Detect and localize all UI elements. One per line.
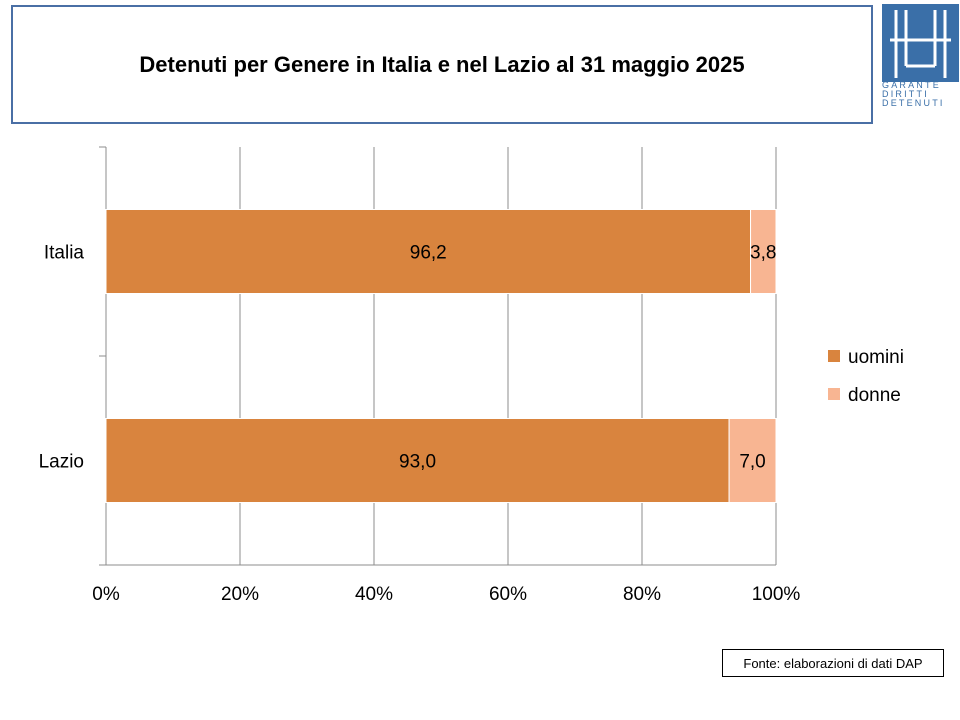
legend-swatch	[828, 350, 840, 362]
x-tick-label: 80%	[623, 584, 661, 605]
x-tick-label: 0%	[92, 584, 120, 605]
bar-donne	[750, 209, 777, 294]
x-tick-label: 40%	[355, 584, 393, 605]
data-label: 7,0	[739, 452, 765, 473]
x-tick-label: 100%	[752, 584, 801, 605]
data-label: 3,8	[750, 243, 776, 264]
garante-logo-icon	[882, 4, 959, 82]
category-label: Italia	[44, 243, 85, 264]
title-box: Detenuti per Genere in Italia e nel Lazi…	[11, 5, 873, 124]
bar-uomini	[105, 209, 752, 294]
legend-label: donne	[848, 385, 901, 406]
logo-line-2: DIRITTI	[882, 89, 929, 99]
legend-label: uomini	[848, 347, 904, 368]
data-label: 93,0	[399, 452, 436, 473]
logo-line-3: DETENUTI	[882, 98, 945, 108]
logo-line-1: GARANTE	[882, 80, 941, 90]
data-label: 96,2	[410, 243, 447, 264]
x-tick-label: 20%	[221, 584, 259, 605]
legend-swatch	[828, 388, 840, 400]
chart-title: Detenuti per Genere in Italia e nel Lazi…	[139, 51, 745, 77]
bar-donne	[728, 418, 777, 503]
x-tick-label: 60%	[489, 584, 527, 605]
source-text: Fonte: elaborazioni di dati DAP	[743, 655, 923, 671]
source-note: Fonte: elaborazioni di dati DAP	[722, 649, 944, 677]
category-label: Lazio	[39, 452, 84, 473]
bar-uomini	[105, 418, 730, 503]
